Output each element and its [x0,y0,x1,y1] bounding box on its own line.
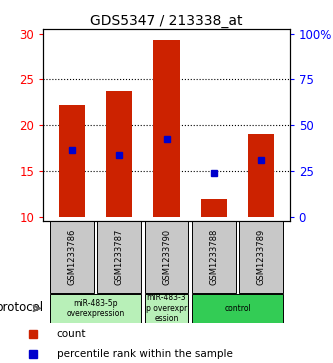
Text: percentile rank within the sample: percentile rank within the sample [57,349,232,359]
Bar [50,221,94,293]
Text: miR-483-5p
overexpression: miR-483-5p overexpression [66,299,125,318]
Text: GSM1233786: GSM1233786 [67,229,76,285]
Text: GSM1233790: GSM1233790 [162,229,171,285]
Bar [192,294,283,323]
Bar [154,40,179,217]
Bar [106,91,132,217]
Title: GDS5347 / 213338_at: GDS5347 / 213338_at [90,14,243,28]
Text: GSM1233789: GSM1233789 [257,229,266,285]
Text: protocol: protocol [0,301,44,314]
Bar [97,221,141,293]
Bar [192,221,236,293]
Text: count: count [57,329,86,339]
Text: GSM1233787: GSM1233787 [115,229,124,285]
Text: control: control [224,304,251,313]
Bar [239,221,283,293]
Bar [145,221,188,293]
Bar [201,199,227,217]
Text: miR-483-3
p overexpr
ession: miR-483-3 p overexpr ession [146,293,187,323]
Bar [145,294,188,323]
Text: GSM1233788: GSM1233788 [209,229,218,285]
Bar [50,294,141,323]
Bar [248,134,274,217]
Bar [59,105,85,217]
